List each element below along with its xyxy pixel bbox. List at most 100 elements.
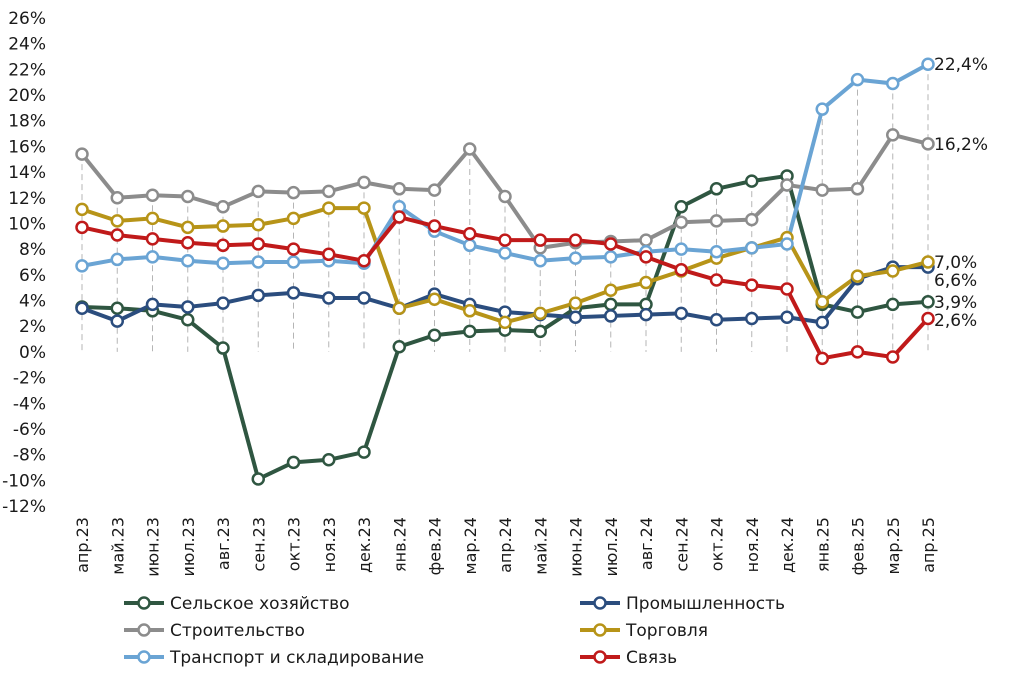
data-point	[392, 340, 406, 354]
data-point	[357, 291, 371, 305]
data-point	[674, 215, 688, 229]
x-tick-label: мар.24	[461, 517, 480, 574]
x-tick-label: фев.25	[849, 517, 868, 575]
data-point	[604, 237, 618, 251]
y-tick-label: 24%	[8, 35, 46, 55]
legend-item: Связь	[580, 648, 677, 668]
x-tick-label: апр.25	[919, 517, 938, 573]
data-point	[850, 182, 865, 196]
legend-swatch-marker	[593, 623, 607, 637]
legend-swatch-marker	[593, 596, 607, 610]
y-tick-label: -10%	[2, 471, 46, 491]
y-tick-label: -2%	[13, 369, 46, 389]
data-point	[216, 200, 230, 214]
data-point	[815, 351, 829, 366]
data-point	[850, 269, 865, 283]
data-point	[709, 214, 724, 228]
data-point	[145, 297, 160, 312]
end-value-label: 3,9%	[934, 293, 977, 313]
y-tick-label: -4%	[13, 394, 46, 414]
data-point	[322, 247, 336, 262]
data-point	[639, 250, 653, 264]
legend-item: Сельское хозяйство	[124, 594, 350, 614]
data-point	[604, 283, 618, 298]
x-tick-label: июн.23	[144, 517, 163, 577]
data-point	[498, 233, 512, 247]
data-point	[709, 273, 724, 287]
y-tick-label: 18%	[8, 112, 46, 132]
data-point	[674, 306, 688, 321]
end-value-labels: 22,4% 16,2% 7,0%6,6%3,9%2,6%	[934, 55, 988, 331]
legend-label: Связь	[626, 648, 677, 668]
data-point	[568, 233, 583, 247]
legend-swatch-marker	[137, 623, 151, 637]
data-point	[604, 297, 618, 312]
data-point	[674, 200, 688, 214]
data-point	[251, 218, 265, 232]
data-point	[886, 76, 900, 91]
data-point	[251, 288, 265, 303]
data-point	[921, 311, 935, 326]
data-point	[251, 255, 265, 269]
y-tick-label: 12%	[8, 189, 46, 209]
x-tick-label: сен.23	[249, 517, 268, 572]
legend-label: Промышленность	[626, 594, 785, 614]
legend-swatch-marker	[137, 650, 151, 664]
data-point	[463, 226, 477, 241]
data-point	[709, 182, 724, 196]
x-tick-label: авг.24	[637, 517, 656, 570]
data-point	[921, 255, 935, 269]
data-point	[216, 256, 230, 271]
data-point	[286, 242, 301, 256]
series-markers	[75, 57, 935, 486]
end-value-label: 2,6%	[934, 311, 977, 331]
y-tick-label: -8%	[13, 446, 46, 466]
data-point	[181, 300, 195, 314]
data-point	[392, 210, 406, 224]
end-value-label: 6,6%	[934, 271, 977, 291]
data-point	[745, 174, 759, 188]
data-point	[568, 296, 583, 310]
x-tick-label: окт.24	[708, 517, 727, 571]
y-tick-label: 14%	[8, 163, 46, 183]
data-point	[533, 233, 547, 247]
data-point	[427, 219, 442, 233]
y-tick-label: -12%	[2, 497, 46, 517]
x-tick-label: июл.24	[602, 517, 621, 577]
data-point	[286, 185, 301, 200]
data-point	[110, 191, 124, 205]
x-tick-label: окт.23	[285, 517, 304, 571]
data-point	[815, 315, 829, 330]
data-point	[498, 246, 512, 260]
data-point	[216, 219, 230, 233]
data-point	[463, 238, 477, 253]
data-point	[181, 189, 195, 204]
data-point	[251, 184, 265, 199]
x-tick-label: янв.25	[813, 517, 832, 572]
legend-swatch-marker	[137, 596, 151, 610]
legend-swatch-marker	[593, 650, 607, 664]
data-point	[181, 220, 195, 235]
data-point	[850, 305, 865, 319]
y-tick-label: 6%	[19, 266, 46, 286]
data-point	[745, 278, 759, 292]
x-tick-label: июл.23	[179, 517, 198, 577]
x-axis-tick-labels: апр.23 май.23 июн.23 июл.23 авг.23 сен.23 окт.…	[73, 517, 938, 577]
legend-item: Торговля	[580, 621, 708, 641]
data-point	[75, 147, 89, 161]
data-point	[181, 253, 195, 268]
y-tick-label: 16%	[8, 137, 46, 157]
data-point	[392, 301, 406, 315]
legend: Сельское хозяйство Промышленность Строител…	[124, 594, 785, 668]
y-tick-label: -6%	[13, 420, 46, 440]
data-point	[780, 282, 794, 296]
data-point	[498, 315, 512, 330]
legend-item: Транспорт и складирование	[124, 648, 424, 668]
x-tick-label: янв.24	[390, 517, 409, 572]
data-point	[357, 253, 371, 268]
data-point	[216, 341, 230, 355]
data-point	[850, 345, 865, 359]
data-point	[639, 307, 653, 322]
data-point	[498, 189, 512, 204]
